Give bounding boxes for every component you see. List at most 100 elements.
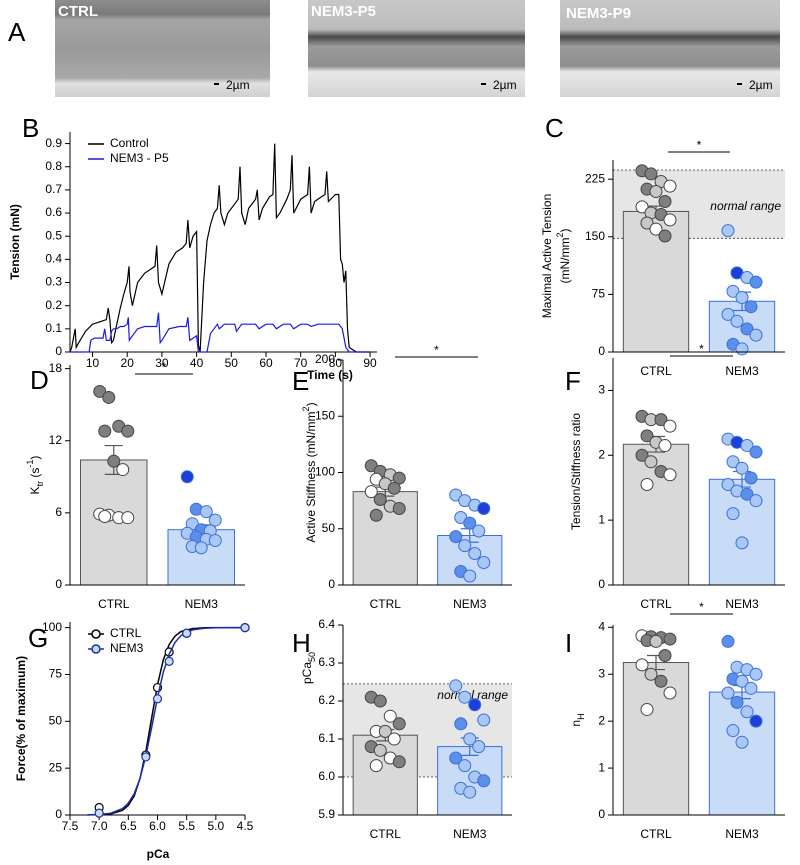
line-series — [70, 144, 370, 352]
x-tick-label: 10 — [86, 356, 100, 370]
y-tick-label: 0.4 — [45, 252, 62, 266]
category-label: NEM3 — [453, 597, 487, 611]
data-point — [659, 230, 671, 242]
data-point — [664, 214, 676, 226]
data-point — [641, 703, 653, 715]
category-label: CTRL — [640, 827, 672, 841]
x-tick-label: 5.5 — [178, 819, 195, 833]
data-point — [722, 225, 734, 237]
data-point — [122, 512, 134, 524]
data-point — [741, 706, 753, 718]
data-point — [636, 659, 648, 671]
y-tick-label: 0 — [55, 577, 62, 591]
x-tick-label: 7.0 — [91, 819, 108, 833]
y-axis-label-part: ) — [304, 402, 318, 406]
data-point — [664, 420, 676, 432]
data-point — [473, 525, 485, 537]
data-point — [731, 696, 743, 708]
panel-letter: E — [292, 366, 309, 396]
data-point — [209, 535, 221, 547]
legend-marker — [92, 645, 100, 653]
bar — [81, 460, 148, 585]
panel-letter: A — [8, 17, 26, 47]
x-tick-label: 40 — [190, 356, 204, 370]
data-point — [722, 687, 734, 699]
data-point — [750, 715, 762, 727]
data-point — [659, 440, 671, 452]
y-tick-label: 3 — [598, 383, 605, 397]
y-axis-label-part: Tension (mN) — [8, 204, 22, 280]
x-tick-label: 6.0 — [149, 819, 166, 833]
significance-label: * — [699, 342, 704, 356]
y-tick-label: 0 — [598, 344, 605, 358]
y-tick-label: 6.1 — [318, 731, 335, 745]
data-point — [154, 695, 162, 703]
y-tick-label: 50 — [322, 521, 336, 535]
data-point — [122, 425, 134, 437]
y-axis-label-part: n — [569, 720, 583, 727]
data-point — [731, 315, 743, 327]
legend-label: Control — [110, 136, 149, 150]
x-tick-label: 5.0 — [207, 819, 224, 833]
y-tick-label: 0 — [598, 577, 605, 591]
data-point — [469, 548, 481, 560]
normal-range-label: normal range — [710, 199, 781, 213]
image-label: NEM3-P5 — [311, 3, 376, 20]
y-tick-label: 0.5 — [45, 228, 62, 242]
data-point — [655, 675, 667, 687]
x-tick-label: 7.5 — [62, 819, 79, 833]
category-label: NEM3 — [725, 827, 759, 841]
data-point — [455, 718, 467, 730]
category-label: CTRL — [98, 597, 130, 611]
data-point — [374, 695, 386, 707]
scale-label: 2µm — [226, 78, 250, 92]
category-label: CTRL — [640, 597, 672, 611]
y-axis-label-part: (s — [28, 468, 42, 481]
y-axis-label: Active Stiffness (mN/mm2) — [301, 402, 318, 542]
data-point — [745, 301, 757, 313]
y-tick-label: 0.3 — [45, 275, 62, 289]
y-axis-label: nH — [569, 713, 586, 726]
y-tick-label: 0.1 — [45, 321, 62, 335]
image-label: CTRL — [58, 3, 98, 20]
y-axis-label-part: Tension/Stiffness ratio — [569, 413, 583, 531]
x-tick-label: 4.5 — [237, 819, 254, 833]
data-point — [745, 682, 757, 694]
y-axis-label: Tension/Stiffness ratio — [569, 413, 583, 531]
data-point — [370, 760, 382, 772]
y-tick-label: 225 — [585, 171, 605, 185]
y-tick-label: 6.2 — [318, 693, 335, 707]
y-tick-label: 3 — [598, 666, 605, 680]
legend-label: CTRL — [110, 626, 142, 640]
data-point — [641, 478, 653, 490]
y-tick-label: 50 — [49, 713, 63, 727]
data-point — [388, 733, 400, 745]
y-axis-label-part: (mN/mm — [558, 238, 572, 284]
scale-label: 2µm — [749, 78, 773, 92]
data-point — [645, 168, 657, 180]
data-point — [736, 462, 748, 474]
data-point — [459, 540, 471, 552]
y-tick-label: 6.3 — [318, 655, 335, 669]
y-axis-label-part: Force(% of maximum) — [14, 656, 28, 781]
y-axis-label-part: ) — [28, 456, 42, 460]
data-point — [241, 624, 249, 632]
y-tick-label: 6.0 — [318, 769, 335, 783]
panel-letter: D — [30, 365, 49, 395]
x-tick-label: 20 — [121, 356, 135, 370]
category-label: NEM3 — [725, 597, 759, 611]
y-axis-label-part: Active Stiffness (mN/mm — [304, 411, 318, 542]
y-tick-label: 1 — [598, 512, 605, 526]
y-tick-label: 0.8 — [45, 159, 62, 173]
data-point — [727, 725, 739, 737]
data-point — [388, 482, 400, 494]
data-point — [736, 291, 748, 303]
data-point — [450, 680, 462, 692]
x-tick-label: 60 — [259, 356, 273, 370]
x-axis-label: pCa — [147, 847, 170, 861]
data-point — [464, 570, 476, 582]
y-tick-label: 0 — [328, 577, 335, 591]
data-point — [478, 714, 490, 726]
data-point — [370, 509, 382, 521]
